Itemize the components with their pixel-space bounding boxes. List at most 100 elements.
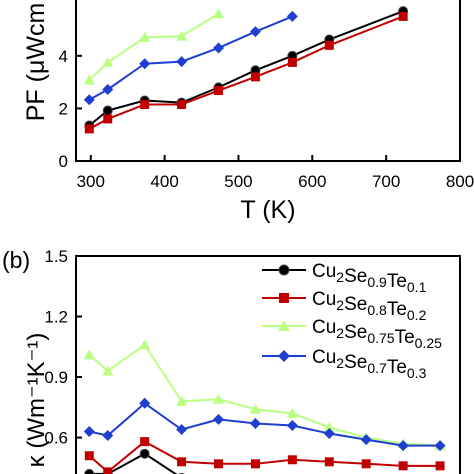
kappa-data-point xyxy=(176,424,188,436)
pf-data-point xyxy=(287,57,297,67)
pf-data-point xyxy=(102,56,114,67)
pf-series-line xyxy=(88,15,293,101)
pf-x-tick-label: 800 xyxy=(446,172,474,191)
kappa-data-point xyxy=(102,365,114,376)
kappa-data-point xyxy=(249,417,261,429)
pf-series-2 xyxy=(83,8,225,85)
kappa-data-point xyxy=(213,393,225,404)
kappa-data-point xyxy=(83,349,95,360)
pf-data-point xyxy=(139,58,151,70)
kappa-legend: Cu2Se0.9Te0.1Cu2Se0.8Te0.2Cu2Se0.75Te0.2… xyxy=(262,261,442,381)
kappa-plot-frame xyxy=(75,255,461,474)
kappa-data-point xyxy=(397,440,409,452)
pf-data-point xyxy=(213,42,225,54)
pf-data-point xyxy=(214,86,224,96)
legend-entry: Cu2Se0.8Te0.2 xyxy=(262,289,427,323)
pf-series-group xyxy=(83,6,409,134)
pf-panel: 0 2 4 300 400 500 600 700 800 PF (μWcm T (K) xyxy=(22,0,474,224)
pf-data-point xyxy=(250,72,260,82)
kappa-data-point xyxy=(84,451,94,461)
kappa-data-point xyxy=(398,461,408,471)
kappa-data-point xyxy=(286,419,298,431)
pf-data-point xyxy=(140,99,150,109)
kappa-data-point xyxy=(176,395,188,406)
legend-label: Cu2Se0.7Te0.3 xyxy=(312,347,427,381)
kappa-series-1 xyxy=(84,437,445,474)
kappa-data-point xyxy=(84,468,95,474)
pf-series-line xyxy=(88,15,404,130)
kappa-data-point xyxy=(286,407,298,418)
kappa-y-tick-label: 1.2 xyxy=(44,308,68,327)
pf-y-tick-label: 0 xyxy=(59,152,68,171)
pf-y-axis-label: PF (μWcm xyxy=(22,3,50,122)
kappa-data-point xyxy=(83,426,95,438)
pf-data-point xyxy=(177,99,187,109)
pf-data-point xyxy=(84,124,94,134)
kappa-data-point xyxy=(139,448,150,459)
kappa-data-point xyxy=(140,437,150,447)
kappa-y-axis-label: κ (Wm⁻¹K⁻¹) xyxy=(23,333,50,468)
pf-data-point xyxy=(213,8,225,19)
kappa-data-point xyxy=(103,467,113,474)
pf-data-point xyxy=(83,94,95,106)
kappa-y-tick-label: 1.5 xyxy=(44,247,68,266)
legend-marker xyxy=(278,264,290,276)
kappa-data-point xyxy=(434,440,446,452)
pf-series-line xyxy=(88,12,220,81)
kappa-y-tick-label: 0.9 xyxy=(44,368,68,387)
kappa-data-point xyxy=(139,339,151,350)
kappa-data-point xyxy=(214,459,224,469)
pf-y-tick-label: 4 xyxy=(59,47,68,66)
pf-plot-frame xyxy=(75,0,461,162)
legend-entry: Cu2Se0.75Te0.25 xyxy=(262,317,442,351)
pf-data-point xyxy=(102,105,113,116)
kappa-data-point xyxy=(323,421,335,432)
pf-x-tick-label: 400 xyxy=(150,172,178,191)
kappa-data-point xyxy=(139,397,151,409)
legend-marker xyxy=(279,293,289,303)
pf-x-axis-label: T (K) xyxy=(240,196,295,224)
legend-label: Cu2Se0.75Te0.25 xyxy=(312,317,442,351)
kappa-data-point xyxy=(287,455,297,465)
pf-series-1 xyxy=(84,11,408,134)
kappa-data-point xyxy=(323,428,335,440)
pf-series-3 xyxy=(83,10,298,106)
pf-data-point xyxy=(286,10,298,22)
pf-data-point xyxy=(176,30,188,41)
pf-x-tick-label: 500 xyxy=(224,172,252,191)
kappa-y-tick-label: 0.6 xyxy=(44,429,68,448)
pf-data-point xyxy=(249,26,261,38)
legend-marker xyxy=(278,320,290,331)
kappa-data-point xyxy=(249,403,261,414)
kappa-series-group xyxy=(83,339,446,474)
pf-data-point xyxy=(139,31,151,42)
legend-label: Cu2Se0.8Te0.2 xyxy=(312,289,427,323)
kappa-data-point xyxy=(361,459,371,469)
pf-data-point xyxy=(176,56,188,68)
kappa-panel: (b) 1.5 1.2 0.9 0.6 κ (Wm⁻¹K⁻¹) Cu2Se0.9Te0… xyxy=(2,247,461,474)
kappa-data-point xyxy=(102,430,114,442)
kappa-data-point xyxy=(324,457,334,467)
kappa-y-ticks: 1.5 1.2 0.9 0.6 xyxy=(44,247,82,448)
pf-y-ticks: 0 2 4 xyxy=(59,47,82,171)
pf-data-point xyxy=(83,74,95,85)
pf-data-point xyxy=(398,11,408,21)
kappa-series-3 xyxy=(83,397,446,452)
pf-x-tick-label: 600 xyxy=(298,172,326,191)
pf-x-tick-label: 700 xyxy=(372,172,400,191)
legend-label: Cu2Se0.9Te0.1 xyxy=(312,261,427,295)
legend-marker xyxy=(278,350,290,362)
kappa-data-point xyxy=(177,457,187,467)
pf-x-tick-label: 300 xyxy=(77,172,105,191)
pf-data-point xyxy=(324,40,334,50)
kappa-data-point xyxy=(360,434,372,446)
pf-data-point xyxy=(102,83,114,95)
kappa-series-0 xyxy=(84,448,185,474)
legend-entry: Cu2Se0.7Te0.3 xyxy=(262,347,427,381)
panel-b-label: (b) xyxy=(2,247,30,273)
pf-data-point xyxy=(103,114,113,124)
kappa-data-point xyxy=(435,461,445,471)
kappa-series-line xyxy=(89,452,178,474)
pf-y-tick-label: 2 xyxy=(59,99,68,118)
